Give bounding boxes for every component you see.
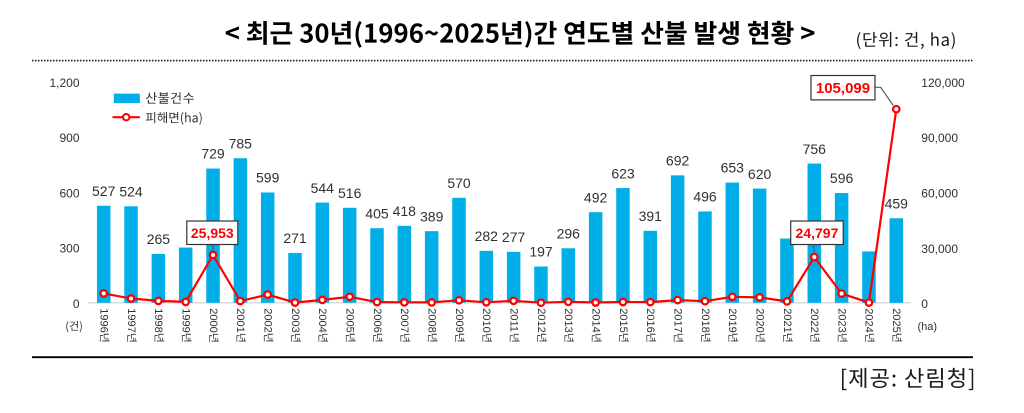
svg-text:599: 599 xyxy=(256,170,280,186)
svg-text:2017: 2017 xyxy=(671,308,683,332)
svg-text:2013: 2013 xyxy=(562,308,574,332)
svg-text:2011: 2011 xyxy=(507,308,519,332)
svg-text:30,000: 30,000 xyxy=(921,242,958,256)
svg-text:282: 282 xyxy=(475,228,499,244)
svg-text:277: 277 xyxy=(502,229,526,245)
svg-text:692: 692 xyxy=(666,153,690,169)
svg-text:2024: 2024 xyxy=(863,308,875,332)
svg-text:389: 389 xyxy=(420,208,444,224)
svg-text:2001: 2001 xyxy=(234,308,246,332)
svg-text:2000: 2000 xyxy=(207,308,219,332)
svg-text:620: 620 xyxy=(748,166,772,182)
svg-text:1997: 1997 xyxy=(125,308,137,332)
svg-text:2018: 2018 xyxy=(699,308,711,332)
svg-text:271: 271 xyxy=(283,230,307,246)
svg-text:2012: 2012 xyxy=(535,308,547,332)
svg-text:1,200: 1,200 xyxy=(49,76,79,90)
svg-text:527: 527 xyxy=(92,183,116,199)
svg-text:120,000: 120,000 xyxy=(921,76,965,90)
svg-text:2005: 2005 xyxy=(344,308,356,332)
svg-text:496: 496 xyxy=(693,189,717,205)
svg-text:2019: 2019 xyxy=(726,308,738,332)
svg-text:524: 524 xyxy=(119,184,143,200)
svg-text:2008: 2008 xyxy=(426,308,438,332)
svg-text:459: 459 xyxy=(885,196,909,212)
svg-text:0: 0 xyxy=(921,297,928,311)
svg-text:596: 596 xyxy=(830,170,854,186)
svg-text:2023: 2023 xyxy=(835,308,847,332)
svg-text:2007: 2007 xyxy=(398,308,410,332)
svg-text:2006: 2006 xyxy=(371,308,383,332)
svg-text:105,099: 105,099 xyxy=(816,80,870,97)
svg-text:2021: 2021 xyxy=(781,308,793,332)
svg-text:729: 729 xyxy=(201,146,225,162)
svg-text:2015: 2015 xyxy=(617,308,629,332)
svg-text:2003: 2003 xyxy=(289,308,301,332)
svg-text:2002: 2002 xyxy=(262,308,274,332)
svg-text:2025: 2025 xyxy=(890,308,902,332)
svg-text:197: 197 xyxy=(529,244,553,260)
svg-text:653: 653 xyxy=(721,160,745,176)
svg-text:623: 623 xyxy=(611,165,635,181)
svg-text:544: 544 xyxy=(311,180,335,196)
svg-text:405: 405 xyxy=(365,205,389,221)
svg-text:24,797: 24,797 xyxy=(796,225,839,241)
svg-text:2004: 2004 xyxy=(316,308,328,332)
svg-text:2020: 2020 xyxy=(753,308,765,332)
svg-text:300: 300 xyxy=(59,242,79,256)
svg-text:(ha): (ha) xyxy=(918,321,938,333)
svg-text:1998: 1998 xyxy=(152,308,164,332)
svg-text:756: 756 xyxy=(803,141,827,157)
svg-text:1996: 1996 xyxy=(98,308,110,332)
svg-text:90,000: 90,000 xyxy=(921,131,958,145)
svg-text:2010: 2010 xyxy=(480,308,492,332)
svg-text:2022: 2022 xyxy=(808,308,820,332)
svg-text:0: 0 xyxy=(73,297,80,311)
svg-text:265: 265 xyxy=(147,231,171,247)
svg-text:25,953: 25,953 xyxy=(191,225,234,241)
svg-text:570: 570 xyxy=(447,175,471,191)
svg-text:600: 600 xyxy=(59,187,79,201)
svg-text:391: 391 xyxy=(639,208,663,224)
svg-text:1999: 1999 xyxy=(180,308,192,332)
svg-text:2014: 2014 xyxy=(589,308,601,332)
svg-text:296: 296 xyxy=(557,226,581,242)
svg-text:900: 900 xyxy=(59,131,79,145)
svg-text:418: 418 xyxy=(393,203,417,219)
svg-text:2009: 2009 xyxy=(453,308,465,332)
svg-text:2016: 2016 xyxy=(644,308,656,332)
svg-text:785: 785 xyxy=(229,135,253,151)
svg-text:60,000: 60,000 xyxy=(921,187,958,201)
svg-text:492: 492 xyxy=(584,189,608,205)
svg-text:516: 516 xyxy=(338,185,362,201)
